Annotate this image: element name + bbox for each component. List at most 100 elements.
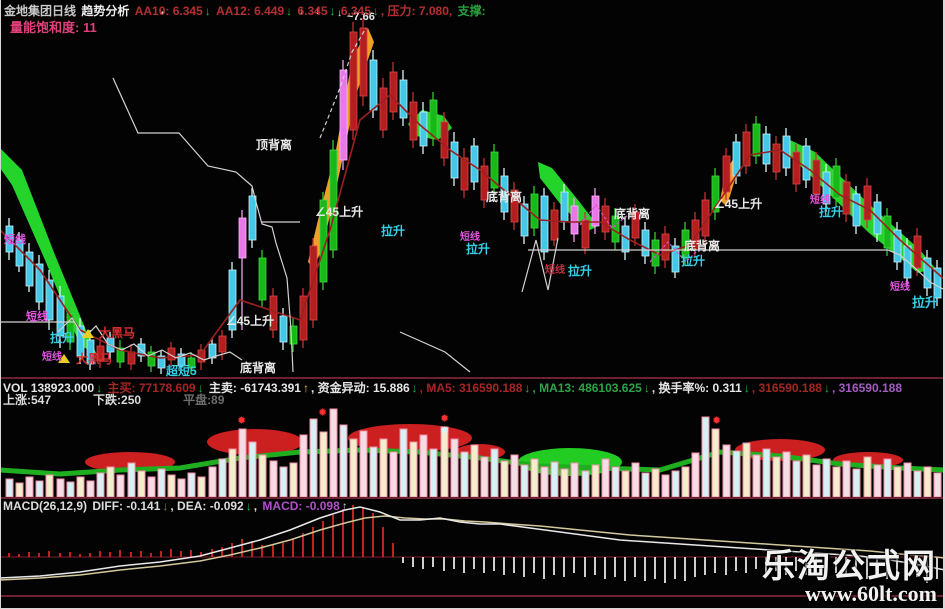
chart-annotation: 顶背离: [256, 137, 292, 152]
candle-body: [25, 251, 34, 287]
header-segment: 平盘:89: [183, 393, 225, 407]
candle-body: [480, 165, 489, 201]
volume-bar: [641, 472, 650, 498]
volume-pane[interactable]: ✹✹ ✹ ✹✹: [0, 377, 945, 498]
macd-pane[interactable]: [0, 498, 945, 596]
chart-annotation: 短线: [545, 263, 565, 276]
candle-body: [641, 229, 650, 257]
header-segment: ↓: [743, 381, 750, 395]
signal-zigzag-line: [649, 241, 701, 263]
volume-bar: [35, 480, 44, 498]
volume-bar: [56, 478, 65, 498]
volume-bar: [732, 450, 741, 498]
header-segment: AA12: 6.449: [216, 4, 285, 18]
volume-bar: [399, 428, 408, 498]
volume-bar: [76, 476, 85, 498]
indicator-line: [399, 331, 471, 373]
header-segment: ↓: [204, 4, 215, 18]
candle-body: [197, 349, 206, 363]
volume-bar: [742, 442, 751, 498]
candle-body: [822, 171, 831, 205]
volume-bar: [279, 466, 288, 498]
candle-body: [530, 193, 539, 229]
volume-bar: [248, 441, 257, 498]
volume-star-marker: ✹: [318, 407, 327, 419]
volume-bar: [409, 441, 418, 498]
chart-annotation: ∠45上升: [714, 196, 762, 211]
header-segment: , MA5: 316590.188: [419, 381, 523, 395]
candle-body: [349, 31, 358, 131]
candle-body: [570, 205, 579, 235]
candle-body: [550, 209, 559, 241]
candle-body: [762, 133, 771, 165]
chart-annotation: 拉升: [819, 204, 843, 219]
candle-body: [581, 219, 590, 249]
volume-bar: [258, 454, 267, 498]
trend-band: [0, 148, 97, 355]
chart-annotation: 拉升: [681, 253, 705, 268]
price-marker: ▪: [161, 8, 165, 19]
volume-bar: [500, 460, 509, 498]
volume-bar: [822, 458, 831, 498]
volume-bar: [167, 474, 176, 498]
volume-bar: [842, 460, 851, 498]
candle-body: [66, 313, 75, 343]
volume-bar: [570, 462, 579, 498]
header-segment: ↓: [372, 4, 379, 18]
volume-bar: [913, 470, 922, 498]
candle-body: [893, 229, 902, 263]
volume-bar: [66, 481, 75, 498]
candle-body: [56, 295, 65, 337]
volume-bar: [329, 408, 338, 498]
chart-annotation: 底背离: [614, 206, 650, 221]
volume-bar: [25, 476, 34, 498]
header-segment: ↓: [197, 381, 204, 395]
candle-body: [722, 155, 731, 193]
left-edge: [0, 0, 1, 609]
candle-body: [248, 195, 257, 241]
candle-body: [802, 145, 811, 181]
volume-bar: [197, 476, 206, 498]
header-segment: ↓: [162, 499, 169, 513]
volume-bar: [470, 444, 479, 498]
volume-bar: [480, 456, 489, 498]
header-segment: ↓: [823, 381, 830, 395]
candle-body: [279, 315, 288, 343]
header-segment: ↑: [341, 499, 348, 513]
header-segment: 支撑:: [457, 4, 486, 18]
volume-bar: [923, 466, 932, 498]
signal-zigzag-line: [579, 203, 629, 229]
volume-bar: [520, 464, 529, 498]
header-segment: 6.345: [297, 4, 328, 18]
volume-bar: [45, 474, 54, 498]
candle-body: [147, 351, 156, 367]
chart-annotation: 底背离: [684, 238, 720, 253]
header-segment: , DEA: -0.092: [170, 499, 244, 513]
volume-bar: [177, 478, 186, 498]
volume-bar: [369, 446, 378, 498]
volume-bar: [429, 448, 438, 498]
volume-bar: [319, 431, 328, 498]
volume-bar: [752, 454, 761, 498]
volume-header-line-1: VOL 138923.000 ↓ 主买: 77178.609 ↓ 主卖: -6174…: [3, 379, 904, 396]
volume-star-marker: ✹: [440, 413, 449, 425]
volume-bar: [137, 470, 146, 498]
header-segment: , 316590.188: [831, 381, 903, 395]
candle-body: [812, 159, 821, 195]
header-segment: ↓: [411, 381, 418, 395]
candle-body: [399, 79, 408, 119]
candle-body: [591, 195, 600, 227]
volume-bar: [852, 468, 861, 498]
candle-body: [177, 353, 186, 367]
header-segment: 金地集团日线: [4, 4, 80, 18]
volume-bar: [289, 462, 298, 498]
candle-body: [792, 151, 801, 185]
indicator-line: [319, 27, 367, 139]
candle-body: [309, 245, 318, 321]
chart-annotation: 拉升: [912, 295, 938, 310]
pane-separator-2: [0, 497, 945, 499]
volume-bar: [621, 470, 630, 498]
candle-body: [711, 175, 720, 213]
volume-bar: [812, 464, 821, 498]
